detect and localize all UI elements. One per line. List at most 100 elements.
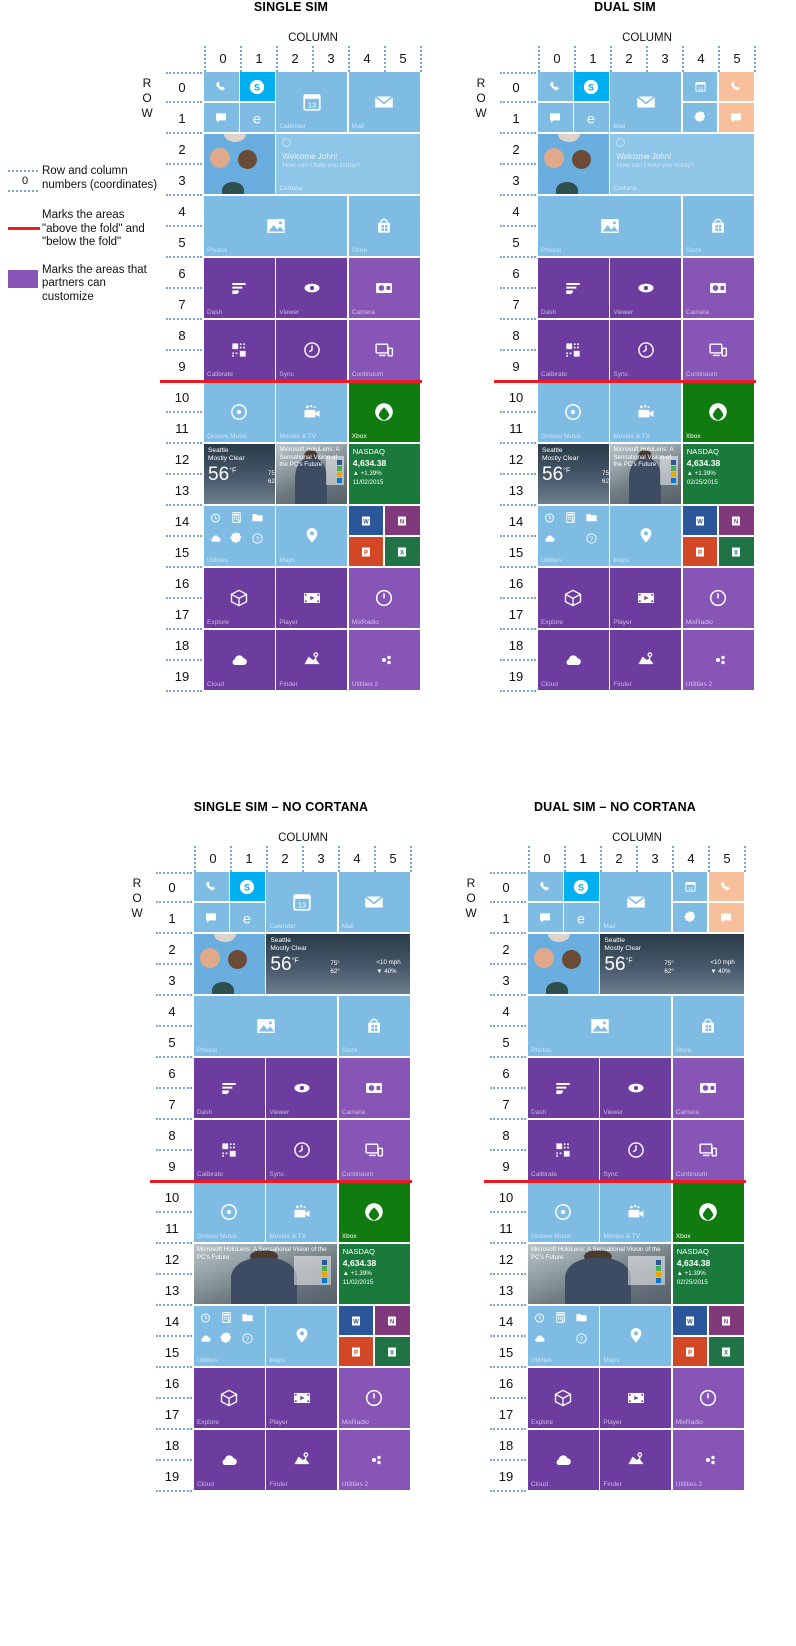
tile-movies-tv[interactable]: Movies & TV — [276, 382, 348, 443]
tile-excel[interactable]: X — [385, 537, 420, 567]
tile-utilities-2[interactable]: Utilities 2 — [338, 1430, 410, 1491]
tile-photos[interactable]: Photos — [538, 196, 682, 257]
tile-store[interactable]: Store — [672, 996, 744, 1057]
tile-sync[interactable]: Sync — [610, 320, 682, 381]
tile-phone-sim2[interactable] — [709, 872, 744, 902]
tile-continuum[interactable]: Continuum — [348, 320, 420, 381]
tile-powerpoint[interactable]: P — [682, 537, 718, 567]
tile-explore[interactable]: Explore — [538, 568, 609, 629]
tile-movies-tv[interactable]: Movies & TV — [610, 382, 682, 443]
tile-news[interactable]: NewsMicrosoft HoloLens: A Sensational Vi… — [194, 1244, 338, 1305]
tile-onenote[interactable]: N — [375, 1306, 410, 1336]
tile-skype[interactable]: S — [240, 72, 275, 102]
tile-excel[interactable]: X — [375, 1337, 410, 1367]
tile-people[interactable]: People — [204, 134, 275, 195]
tile-dash[interactable]: Dash — [194, 1058, 265, 1119]
tile-calendar[interactable]: 13 — [672, 872, 708, 902]
tile-explore[interactable]: Explore — [204, 568, 275, 629]
tile-calendar[interactable]: 13 Calendar — [276, 72, 348, 133]
tile-phone[interactable] — [204, 72, 239, 102]
tile-finder[interactable]: Finder — [276, 630, 348, 691]
tile-camera[interactable]: Camera — [672, 1058, 744, 1119]
tile-sync[interactable]: Sync — [266, 1120, 338, 1181]
tile-continuum[interactable]: Continuum — [672, 1120, 744, 1181]
tile-skype[interactable]: S — [230, 872, 265, 902]
tile-edge[interactable]: e — [240, 103, 275, 133]
tile-utilities[interactable]: Utilities? — [528, 1306, 599, 1367]
tile-money[interactable]: MoneyNASDAQ4,634.38▲ +1.39%11/02/2015 — [348, 444, 420, 505]
tile-edge[interactable]: e — [230, 903, 265, 933]
tile-edge[interactable]: e — [574, 103, 609, 133]
tile-phone-sim2[interactable] — [719, 72, 754, 102]
tile-messaging-sim2[interactable] — [719, 103, 754, 133]
tile-mail[interactable]: Mail — [610, 72, 682, 133]
tile-onenote[interactable]: N — [709, 1306, 744, 1336]
tile-people[interactable]: People — [194, 934, 265, 995]
tile-phone[interactable] — [194, 872, 229, 902]
tile-utilities[interactable]: Utilities? — [204, 506, 275, 567]
tile-sync[interactable]: Sync — [600, 1120, 672, 1181]
tile-viewer[interactable]: Viewer — [266, 1058, 338, 1119]
tile-edge[interactable]: e — [564, 903, 599, 933]
tile-phone[interactable] — [538, 72, 573, 102]
tile-photos[interactable]: Photos — [194, 996, 338, 1057]
tile-calibrate[interactable]: Calibrate — [528, 1120, 599, 1181]
tile-player[interactable]: Player — [610, 568, 682, 629]
tile-camera[interactable]: Camera — [338, 1058, 410, 1119]
tile-cortana[interactable]: Cortana Welcome John! How can I help you t… — [610, 134, 754, 195]
tile-groove-music[interactable]: Groove Music — [194, 1182, 265, 1243]
tile-maps[interactable]: Maps — [266, 1306, 338, 1367]
tile-calibrate[interactable]: Calibrate — [538, 320, 609, 381]
tile-xbox[interactable]: Xbox — [672, 1182, 744, 1243]
tile-weather[interactable]: WeatherSeattleMostly Clear56°F75°62°<10 … — [266, 934, 410, 995]
tile-store[interactable]: Store — [338, 996, 410, 1057]
tile-calendar[interactable]: 13 — [682, 72, 718, 102]
tile-weather[interactable]: WeatherSeattleMostly Clear56°F75°62°<10 … — [600, 934, 744, 995]
tile-dash[interactable]: Dash — [204, 258, 275, 319]
tile-utilities-2[interactable]: Utilities 2 — [348, 630, 420, 691]
tile-people[interactable]: People — [538, 134, 609, 195]
tile-cortana[interactable]: Cortana Welcome John! How can I help you t… — [276, 134, 420, 195]
tile-movies-tv[interactable]: Movies & TV — [600, 1182, 672, 1243]
tile-groove-music[interactable]: Groove Music — [528, 1182, 599, 1243]
tile-money[interactable]: MoneyNASDAQ4,634.38▲ +1.39%02/25/2015 — [672, 1244, 744, 1305]
tile-utilities[interactable]: Utilities? — [538, 506, 609, 567]
tile-player[interactable]: Player — [600, 1368, 672, 1429]
tile-money[interactable]: MoneyNASDAQ4,634.38▲ +1.39%11/02/2015 — [338, 1244, 410, 1305]
tile-messaging[interactable] — [194, 903, 229, 933]
tile-finder[interactable]: Finder — [600, 1430, 672, 1491]
tile-news[interactable]: NewsMicrosoft HoloLens: A Sensational Vi… — [528, 1244, 672, 1305]
tile-explore[interactable]: Explore — [528, 1368, 599, 1429]
tile-maps[interactable]: Maps — [610, 506, 682, 567]
tile-calibrate[interactable]: Calibrate — [194, 1120, 265, 1181]
tile-utilities-2[interactable]: Utilities 2 — [672, 1430, 744, 1491]
tile-onenote[interactable]: N — [719, 506, 754, 536]
tile-photos[interactable]: Photos — [528, 996, 672, 1057]
tile-mail[interactable]: Mail — [338, 872, 410, 933]
tile-finder[interactable]: Finder — [266, 1430, 338, 1491]
tile-mail[interactable]: Mail — [600, 872, 672, 933]
tile-settings[interactable] — [682, 103, 718, 133]
tile-cloud[interactable]: Cloud — [538, 630, 609, 691]
tile-skype[interactable]: S — [564, 872, 599, 902]
tile-xbox[interactable]: Xbox — [682, 382, 754, 443]
tile-skype[interactable]: S — [574, 72, 609, 102]
tile-messaging-sim2[interactable] — [709, 903, 744, 933]
tile-powerpoint[interactable]: P — [338, 1337, 374, 1367]
tile-store[interactable]: Store — [682, 196, 754, 257]
tile-cloud[interactable]: Cloud — [528, 1430, 599, 1491]
tile-news[interactable]: NewsMicrosoft HoloLens: A Sensational Vi… — [276, 444, 348, 505]
tile-messaging[interactable] — [528, 903, 563, 933]
tile-mixradio[interactable]: MixRadio — [348, 568, 420, 629]
tile-store[interactable]: Store — [348, 196, 420, 257]
tile-groove-music[interactable]: Groove Music — [204, 382, 275, 443]
tile-mixradio[interactable]: MixRadio — [672, 1368, 744, 1429]
tile-dash[interactable]: Dash — [538, 258, 609, 319]
tile-powerpoint[interactable]: P — [672, 1337, 708, 1367]
tile-explore[interactable]: Explore — [194, 1368, 265, 1429]
tile-cloud[interactable]: Cloud — [204, 630, 275, 691]
tile-continuum[interactable]: Continuum — [682, 320, 754, 381]
tile-money[interactable]: MoneyNASDAQ4,634.38▲ +1.39%02/25/2015 — [682, 444, 754, 505]
tile-viewer[interactable]: Viewer — [600, 1058, 672, 1119]
